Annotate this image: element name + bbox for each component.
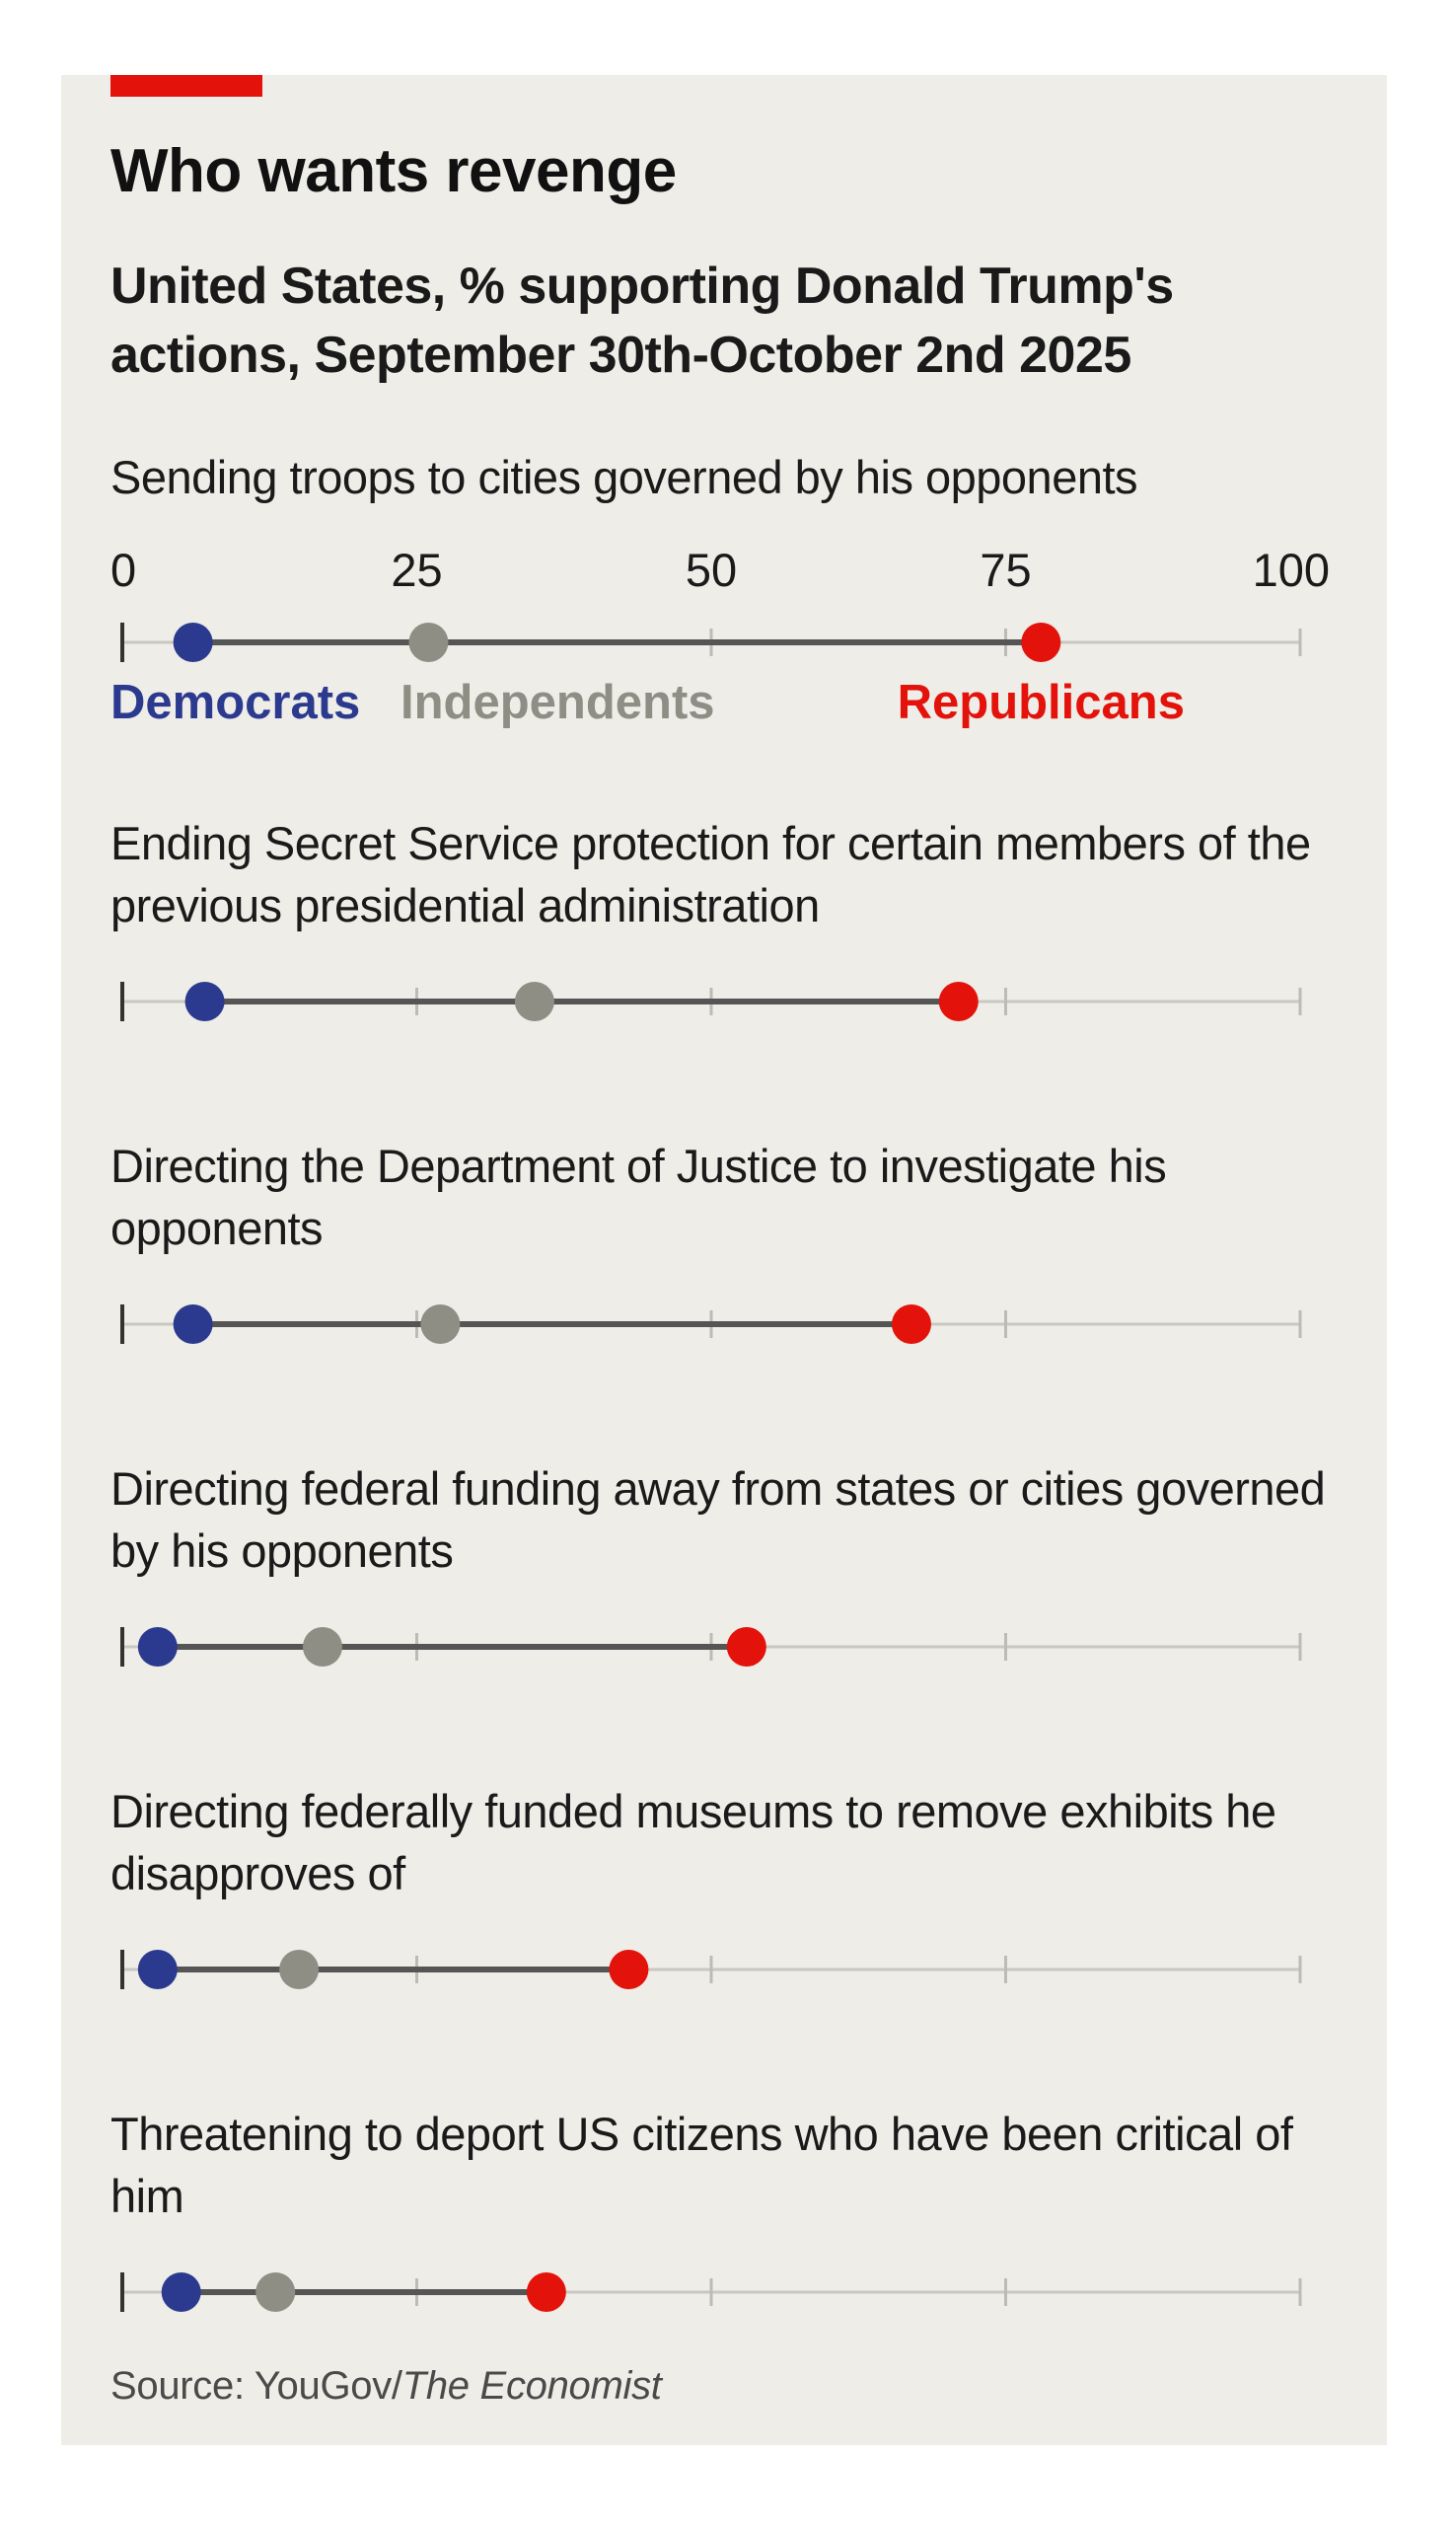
x-tick-label: 25	[391, 544, 442, 596]
row-label: Ending Secret Service protection for cer…	[110, 817, 1311, 931]
row-label: Sending troops to cities governed by his…	[110, 451, 1138, 503]
data-point-republicans	[938, 982, 979, 1021]
chart-title: Who wants revenge	[110, 137, 677, 205]
data-point-democrats	[173, 1304, 213, 1344]
data-point-independents	[514, 982, 554, 1021]
data-point-republicans	[609, 1950, 649, 1989]
row-label: Directing federally funded museums to re…	[110, 1785, 1276, 1899]
legend-label-republicans: Republicans	[898, 676, 1185, 729]
brand-accent-bar	[110, 75, 262, 97]
data-point-independents	[279, 1950, 320, 1989]
data-point-independents	[408, 623, 449, 662]
data-point-democrats	[173, 623, 213, 662]
data-point-independents	[420, 1304, 461, 1344]
data-point-republicans	[1021, 623, 1061, 662]
row-label: Directing federal funding away from stat…	[110, 1462, 1326, 1577]
row-label: Threatening to deport US citizens who ha…	[110, 2108, 1293, 2222]
row-label: Directing the Department of Justice to i…	[110, 1140, 1167, 1254]
chart-card	[61, 75, 1387, 2445]
source-note: Source: YouGov/The Economist	[110, 2364, 662, 2409]
x-tick-label: 0	[110, 544, 136, 596]
data-point-independents	[255, 2272, 296, 2312]
data-point-democrats	[161, 2272, 201, 2312]
source-prefix: Source: YouGov/	[110, 2364, 402, 2408]
x-tick-label: 50	[686, 544, 737, 596]
data-point-independents	[302, 1627, 342, 1667]
source-publication: The Economist	[401, 2364, 662, 2408]
data-point-democrats	[137, 1627, 178, 1667]
legend-label-democrats: Democrats	[110, 676, 360, 729]
data-point-democrats	[137, 1950, 178, 1989]
data-point-republicans	[726, 1627, 766, 1667]
x-tick-label: 75	[980, 544, 1031, 596]
chart-subtitle: United States, % supporting Donald Trump…	[110, 258, 1174, 384]
data-point-republicans	[891, 1304, 931, 1344]
data-point-democrats	[184, 982, 225, 1021]
data-point-republicans	[526, 2272, 566, 2312]
x-tick-label: 100	[1253, 544, 1330, 596]
legend-label-independents: Independents	[400, 676, 715, 729]
